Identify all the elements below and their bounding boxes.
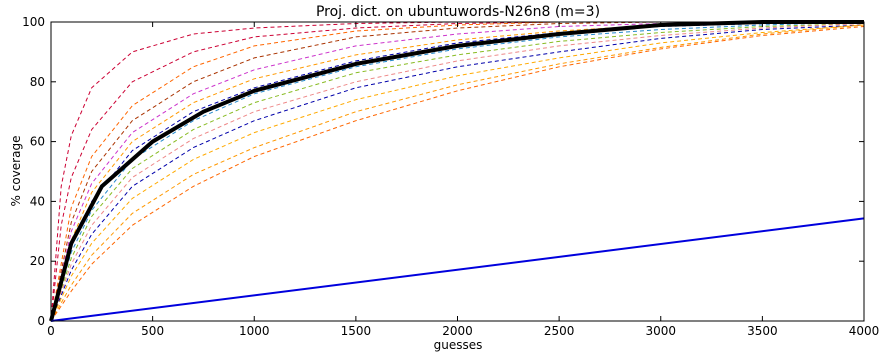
x-tick-label-2000: 2000 xyxy=(442,324,473,338)
x-tick-label-4000: 4000 xyxy=(849,324,880,338)
ticks-layer: 0 500 1000 1500 2000 2500 3000 3500 4000 0 20 40 60 8… xyxy=(22,15,879,338)
x-tick-label-2500: 2500 xyxy=(544,324,575,338)
series-line-0 xyxy=(49,20,864,322)
series-line-4 xyxy=(50,21,763,322)
series-line-15 xyxy=(50,26,865,322)
x-tick-label-1500: 1500 xyxy=(341,324,372,338)
x-tick-label-3000: 3000 xyxy=(645,324,676,338)
series-line-9 xyxy=(50,21,865,322)
y-tick-label-100: 100 xyxy=(22,15,45,29)
x-tick-label-1000: 1000 xyxy=(239,324,270,338)
series-line-6 xyxy=(50,21,864,322)
chart-title: Proj. dict. on ubuntuwords-N26n8 (m=3) xyxy=(316,4,600,20)
x-tick-label-3500: 3500 xyxy=(747,324,778,338)
y-tick-label-0: 0 xyxy=(37,314,45,328)
series-line-10 xyxy=(50,23,865,322)
series-line-5 xyxy=(50,21,763,322)
y-axis-title: % coverage xyxy=(9,136,23,207)
series-line-12 xyxy=(50,24,865,322)
y-tick-label-40: 40 xyxy=(30,194,45,208)
series-line-11 xyxy=(50,23,865,322)
series-line-1 xyxy=(50,217,865,322)
series-line-3 xyxy=(50,21,763,322)
x-tick-label-500: 500 xyxy=(141,324,164,338)
y-tick-label-60: 60 xyxy=(30,135,45,149)
series-line-13 xyxy=(50,24,865,322)
x-axis-title: guesses xyxy=(434,338,483,352)
y-tick-label-20: 20 xyxy=(30,254,45,268)
series-layer xyxy=(49,20,865,322)
x-tick-label-0: 0 xyxy=(47,324,55,338)
y-tick-label-80: 80 xyxy=(30,75,45,89)
series-line-14 xyxy=(50,24,865,322)
